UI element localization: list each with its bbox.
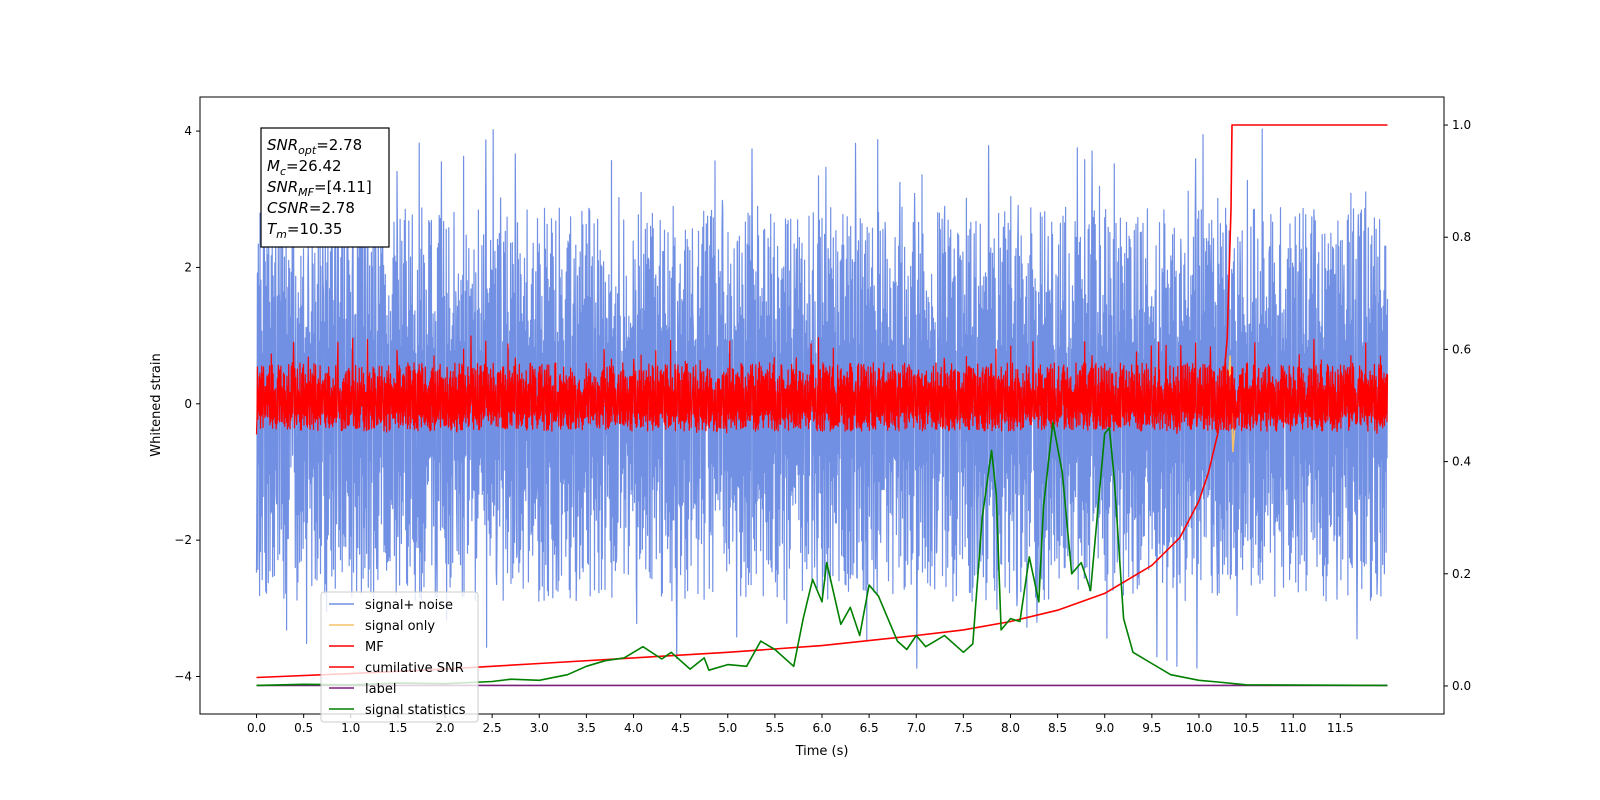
y-tick-label-right: 0.8 — [1452, 230, 1471, 244]
annotation-line: CSNR=2.78 — [267, 199, 355, 217]
x-tick-label: 11.0 — [1280, 721, 1307, 735]
x-tick-label: 6.5 — [860, 721, 879, 735]
x-axis: 0.0 0.5 1.0 1.5 2.0 2.5 3.0 3.5 4.0 4.5 5.0 5.5 6.0 6… — [247, 714, 1354, 735]
series-layer — [255, 124, 1389, 687]
x-tick-label: 0.0 — [247, 721, 266, 735]
y-tick-label-right: 0.0 — [1452, 679, 1471, 693]
x-tick-label: 1.0 — [341, 721, 360, 735]
legend-label: label — [365, 682, 396, 697]
legend: signal+ noise signal only MF cumilative SNR… — [320, 591, 479, 723]
series-line-cumilative-snr — [256, 124, 1388, 679]
x-tick-label: 9.5 — [1142, 721, 1161, 735]
y-tick-label-right: 0.6 — [1452, 342, 1471, 356]
y-tick-label-right: 1.0 — [1452, 118, 1471, 132]
x-tick-label: 2.0 — [435, 721, 454, 735]
y-tick-label-left: −4 — [174, 670, 192, 684]
x-axis-label: Time (s) — [795, 744, 849, 759]
x-tick-label: 11.5 — [1327, 721, 1354, 735]
y-tick-label-left: 0 — [184, 397, 192, 411]
legend-label: signal+ noise — [365, 598, 453, 613]
x-tick-label: 7.5 — [954, 721, 973, 735]
y-tick-label-right: 0.4 — [1452, 455, 1471, 469]
x-tick-label: 0.5 — [294, 721, 313, 735]
annotation-box: SNRopt=2.78Mc=26.42SNRMF=[4.11]CSNR=2.78… — [260, 127, 390, 248]
annotation-line: Tm=10.35 — [267, 220, 342, 241]
x-tick-label: 3.0 — [530, 721, 549, 735]
x-tick-label: 4.5 — [671, 721, 690, 735]
x-tick-label: 10.5 — [1233, 721, 1260, 735]
annotation-line: SNRMF=[4.11] — [267, 178, 372, 199]
x-tick-label: 9.0 — [1095, 721, 1114, 735]
x-tick-label: 6.0 — [812, 721, 831, 735]
y-axis-right: 1.0 0.8 0.6 0.4 0.2 0.0 — [1444, 118, 1471, 693]
y-tick-label-left: −2 — [174, 533, 192, 547]
x-tick-label: 5.5 — [765, 721, 784, 735]
y-axis-label: Whitened strain — [149, 353, 164, 456]
x-tick-label: 2.5 — [483, 721, 502, 735]
annotation-text: SNRopt=2.78Mc=26.42SNRMF=[4.11]CSNR=2.78… — [267, 136, 372, 241]
y-tick-label-left: 4 — [184, 124, 192, 138]
y-tick-label-left: 2 — [184, 260, 192, 274]
series-line-signal-statistics — [256, 421, 1388, 687]
x-tick-label: 7.0 — [907, 721, 926, 735]
y-tick-label-right: 0.2 — [1452, 567, 1471, 581]
x-tick-label: 10.0 — [1186, 721, 1213, 735]
x-tick-label: 8.5 — [1048, 721, 1067, 735]
x-tick-label: 1.5 — [388, 721, 407, 735]
x-tick-label: 8.0 — [1001, 721, 1020, 735]
x-tick-label: 4.0 — [624, 721, 643, 735]
x-tick-label: 5.0 — [718, 721, 737, 735]
y-axis-left: 4 2 0 −2 −4 — [174, 124, 200, 684]
legend-label: signal statistics — [365, 703, 466, 718]
legend-label: MF — [365, 640, 384, 655]
legend-label: signal only — [365, 619, 435, 634]
legend-label: cumilative SNR — [365, 661, 464, 676]
x-tick-label: 3.5 — [577, 721, 596, 735]
annotation-line: Mc=26.42 — [267, 157, 342, 178]
series-line-mf — [255, 335, 1389, 435]
annotation-line: SNRopt=2.78 — [267, 136, 362, 157]
